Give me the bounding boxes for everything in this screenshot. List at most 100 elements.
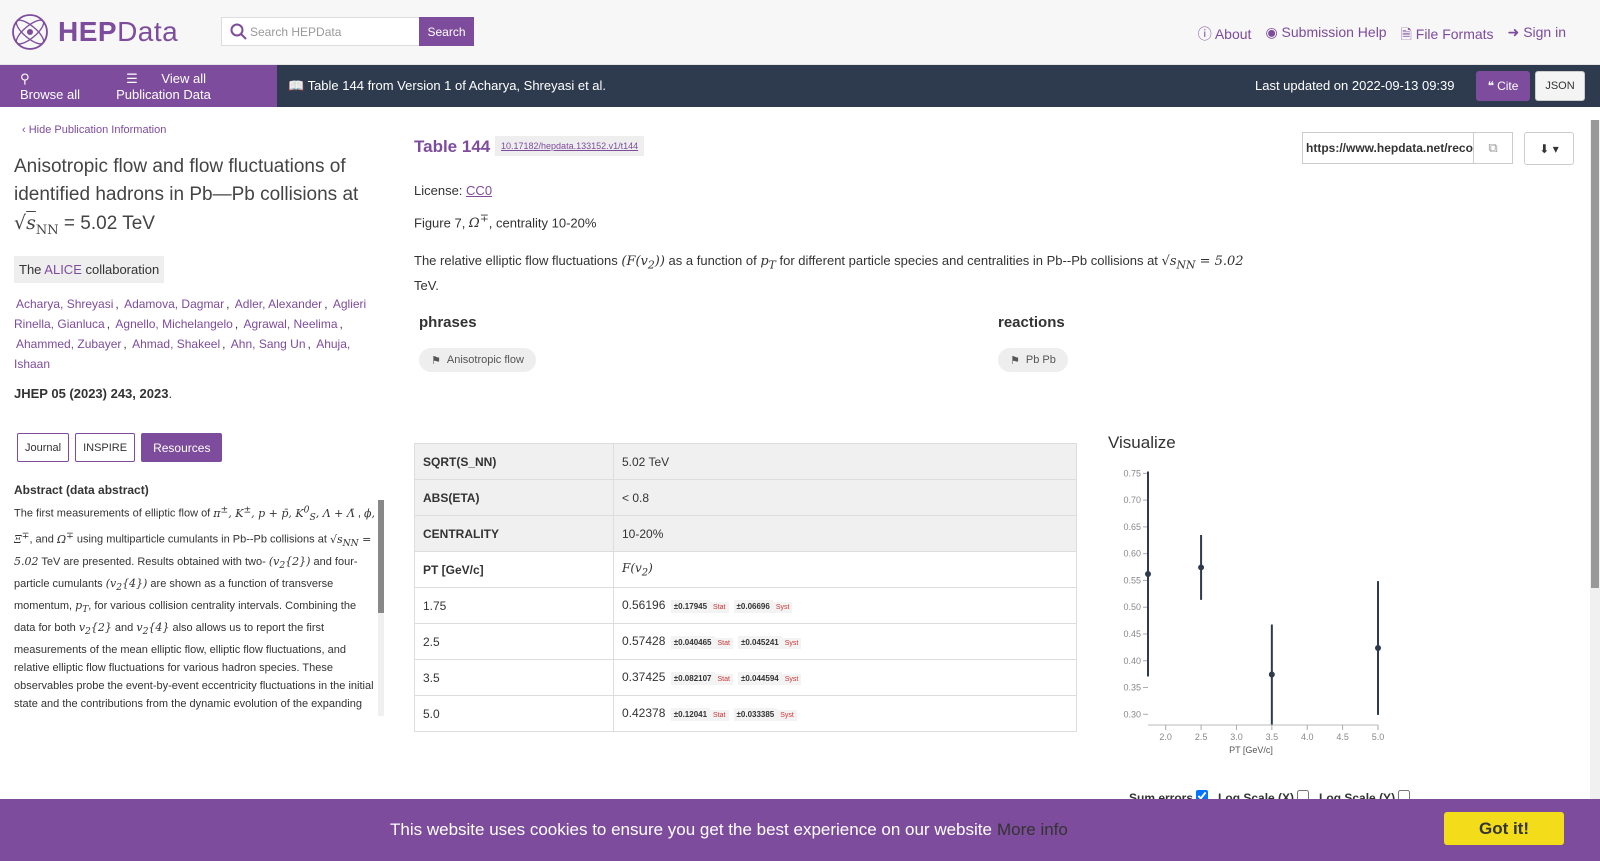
y-tick-label: 0.35	[1123, 683, 1141, 693]
download-button[interactable]: ⬇ ▾	[1524, 132, 1574, 165]
submission-help-link[interactable]: ◉ Submission Help	[1265, 24, 1387, 40]
y-tick-label: 0.40	[1123, 656, 1141, 666]
breadcrumb: 📖 Table 144 from Version 1 of Acharya, S…	[288, 78, 607, 93]
abstract-title: Abstract (data abstract)	[14, 483, 149, 497]
author-link[interactable]: Ahmad, Shakeel	[132, 337, 221, 351]
x-tick-label: 2.0	[1159, 732, 1172, 742]
journal-reference: JHEP 05 (2023) 243, 2023.	[14, 386, 173, 401]
hide-publication-info-link[interactable]: ‹ Hide Publication Information	[22, 124, 167, 136]
search-button[interactable]: Search	[419, 17, 474, 46]
life-ring-icon: ◉	[1265, 24, 1278, 40]
qualifier-row: SQRT(S_NN) 5.02 TeV	[414, 443, 1077, 480]
copy-url-button[interactable]: ⧉	[1473, 132, 1513, 164]
table-row[interactable]: 5.0 0.42378 ±0.12041 Stat ±0.033385 Syst	[414, 695, 1077, 732]
download-icon: ⬇	[1539, 141, 1550, 156]
data-point	[1198, 564, 1205, 571]
last-updated: Last updated on 2022-09-13 09:39	[1255, 78, 1455, 93]
record-bar: ⚲ Browse all ☰ View all Publication Data…	[0, 65, 1600, 107]
phrase-chip[interactable]: ⚑ Anisotropic flow	[419, 348, 536, 372]
collaboration-badge: The ALICE collaboration	[14, 256, 165, 283]
y-tick-label: 0.65	[1123, 522, 1141, 532]
table-row[interactable]: 2.5 0.57428 ±0.040465 Stat ±0.045241 Syst	[414, 623, 1077, 660]
abstract-scrollbar-thumb[interactable]	[378, 500, 384, 613]
tag-icon: ⚑	[1010, 354, 1020, 367]
quote-icon: ❝	[1487, 79, 1495, 93]
table-row[interactable]: 1.75 0.56196 ±0.17945 Stat ±0.06696 Syst	[414, 587, 1077, 624]
x-tick-label: 3.5	[1266, 732, 1279, 742]
caret-down-icon: ▾	[1552, 141, 1559, 156]
about-link[interactable]: ⓘ About	[1197, 26, 1252, 42]
author-link[interactable]: Adler, Alexander	[234, 297, 323, 311]
y-tick-label: 0.70	[1123, 495, 1141, 505]
book-icon: 📖	[288, 78, 305, 93]
file-icon: 🗎	[1400, 26, 1412, 42]
browse-all-link[interactable]: ⚲ Browse all	[0, 71, 106, 102]
reaction-chip[interactable]: ⚑ Pb Pb	[998, 348, 1068, 372]
cookie-more-info-link[interactable]: More info	[997, 820, 1068, 839]
x-tick-label: 4.0	[1301, 732, 1314, 742]
info-icon: ⓘ	[1197, 26, 1212, 42]
journal-button[interactable]: Journal	[17, 433, 70, 462]
search-placeholder: Search HEPData	[250, 24, 342, 39]
table-url-field[interactable]: https://www.hepdata.net/record/ins209375…	[1302, 132, 1474, 164]
author-link[interactable]: Ahuja, Ishaan	[14, 337, 351, 371]
header-row: PT [GeV/c] F(v2)	[414, 551, 1077, 588]
license-link[interactable]: CC0	[466, 183, 493, 198]
top-nav: ⓘ About ◉ Submission Help 🗎 File Formats…	[1198, 24, 1566, 48]
data-point	[1145, 571, 1151, 578]
search-input[interactable]: Search HEPData	[221, 17, 419, 46]
license: License: CC0	[414, 183, 493, 198]
author-link[interactable]: Acharya, Shreyasi	[16, 297, 114, 311]
file-formats-link[interactable]: 🗎 File Formats	[1400, 26, 1494, 42]
resources-button[interactable]: Resources	[141, 433, 223, 462]
author-list: Acharya, Shreyasi, Adamova, Dagmar, Adle…	[14, 297, 367, 371]
table-row[interactable]: 3.5 0.37425 ±0.082107 Stat ±0.044594 Syst	[414, 659, 1077, 696]
page-scrollbar-thumb[interactable]	[1591, 120, 1599, 588]
search-icon: ⚲	[20, 70, 30, 86]
cookie-accept-button[interactable]: Got it!	[1444, 812, 1564, 845]
y-tick-label: 0.45	[1123, 629, 1141, 639]
doi-link[interactable]: 10.17182/hepdata.133152.v1/t144	[495, 136, 645, 156]
y-tick-label: 0.30	[1123, 709, 1141, 719]
reactions-heading: reactions	[998, 314, 1065, 331]
x-tick-label: 2.5	[1195, 732, 1208, 742]
browse-nav: ⚲ Browse all ☰ View all Publication Data	[0, 65, 277, 107]
copy-icon: ⧉	[1488, 140, 1498, 155]
top-bar: HEPData Search HEPData Search ⓘ About ◉ …	[0, 0, 1600, 65]
json-button[interactable]: JSON	[1535, 71, 1585, 101]
visualize-chart: 0.30 0.35 0.40 0.45 0.50 0.55 0.60 0.65 0.70 0.75…	[1123, 468, 1385, 755]
data-point	[1375, 645, 1381, 652]
figure-caption: Figure 7, Ω∓, centrality 10-20%	[414, 212, 597, 232]
hepdata-logo[interactable]: HEPData	[8, 12, 178, 52]
author-link[interactable]: Adamova, Dagmar	[124, 297, 225, 311]
y-tick-label: 0.55	[1123, 575, 1141, 585]
sign-in-link[interactable]: ➜ Sign in	[1507, 24, 1566, 40]
table-title: Table 144	[414, 137, 491, 156]
inspire-button[interactable]: INSPIRE	[75, 433, 136, 462]
author-link[interactable]: Ahammed, Zubayer	[16, 337, 122, 351]
data-point	[1268, 671, 1275, 678]
sign-in-icon: ➜	[1507, 24, 1520, 40]
author-link[interactable]: Aglieri Rinella, Gianluca	[14, 297, 367, 331]
logo-text: HEPData	[58, 16, 179, 47]
x-tick-label: 4.5	[1336, 732, 1349, 742]
author-link[interactable]: Ahn, Sang Un	[230, 337, 306, 351]
x-axis-label: PT [GeV/c]	[1229, 745, 1273, 755]
publication-title: Anisotropic flow and flow fluctuations o…	[14, 156, 359, 238]
chevron-left-icon: ‹	[22, 124, 26, 136]
table-description: The relative elliptic flow fluctuations …	[414, 253, 1244, 293]
cite-button[interactable]: ❝ Cite	[1476, 71, 1530, 101]
view-all-link[interactable]: ☰ View all Publication Data	[116, 70, 211, 102]
qualifier-row: ABS(ETA) < 0.8	[414, 479, 1077, 516]
abstract-text: The first measurements of elliptic flow …	[14, 504, 375, 716]
author-link[interactable]: Agrawal, Neelima	[243, 317, 338, 331]
x-tick-label: 5.0	[1372, 732, 1385, 742]
search-icon	[230, 23, 247, 40]
y-tick-label: 0.50	[1123, 602, 1141, 612]
cookie-banner: This website uses cookies to ensure you …	[0, 799, 1600, 861]
tag-icon: ⚑	[431, 354, 441, 367]
phrases-heading: phrases	[419, 314, 477, 331]
author-link[interactable]: Agnello, Michelangelo	[115, 317, 233, 331]
collaboration-link[interactable]: ALICE	[44, 262, 82, 277]
sqrt-snn-symbol: √sNN	[14, 212, 59, 238]
